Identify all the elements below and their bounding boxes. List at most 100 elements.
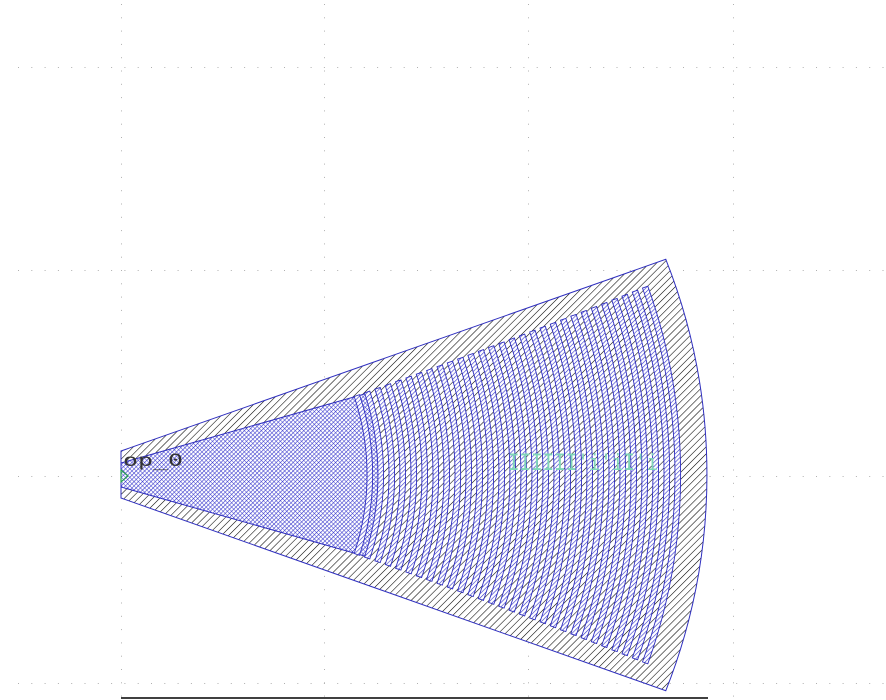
grid-dot [151, 270, 152, 271]
grid-dot [733, 204, 734, 205]
grid-dot [297, 67, 298, 68]
grid-dot [563, 270, 564, 271]
grid-dot [670, 67, 671, 68]
grid-dot [121, 57, 122, 58]
grid-dot [121, 137, 122, 138]
grid-dot [670, 683, 671, 684]
grid-dot [121, 310, 122, 311]
grid-dot [178, 270, 179, 271]
grid-dot [803, 270, 804, 271]
grid-dot [577, 270, 578, 271]
grid-dot [121, 31, 122, 32]
grid-dot [617, 67, 618, 68]
grid-dot [497, 683, 498, 684]
grid-dot [528, 270, 529, 271]
grid-dot [98, 67, 99, 68]
grid-dot [124, 270, 125, 271]
grid-dot [528, 682, 529, 683]
grid-dot [324, 44, 325, 45]
grid-dot [750, 683, 751, 684]
grid-dot [58, 67, 59, 68]
grid-dot [528, 696, 529, 697]
grid-dot [856, 270, 857, 271]
grid-dot [803, 67, 804, 68]
grid-dot [750, 270, 751, 271]
grid-dot [121, 376, 122, 377]
grid-dot [523, 270, 524, 271]
grid-dot [457, 67, 458, 68]
grid-dot [733, 4, 734, 5]
grid-dot [803, 476, 804, 477]
grid-dot [723, 476, 724, 477]
grid-dot [404, 270, 405, 271]
grid-dot [31, 67, 32, 68]
grid-dot [121, 536, 122, 537]
grid-dot [528, 124, 529, 125]
grid-dot [733, 443, 734, 444]
grid-dot [733, 137, 734, 138]
grid-dot [528, 150, 529, 151]
grid-dot [58, 476, 59, 477]
grid-dot [324, 110, 325, 111]
grid-dot [324, 177, 325, 178]
grid-dot [324, 323, 325, 324]
grid-dot [523, 67, 524, 68]
grid-dot [18, 270, 19, 271]
grid-dot [733, 164, 734, 165]
grid-dot [484, 67, 485, 68]
grid-dot [324, 217, 325, 218]
grid-dot [85, 683, 86, 684]
grid-dot [528, 177, 529, 178]
grid-dot [630, 67, 631, 68]
grid-dot [121, 4, 122, 5]
grid-dot [324, 204, 325, 205]
grid-dot [733, 97, 734, 98]
grid-dot [603, 270, 604, 271]
grid-dot [763, 67, 764, 68]
grid-dot [324, 243, 325, 244]
grid-dot [18, 476, 19, 477]
grid-dot [271, 67, 272, 68]
grid-dot [869, 476, 870, 477]
grid-dot [121, 177, 122, 178]
grid-dot [750, 67, 751, 68]
grid-dot [528, 17, 529, 18]
grid-dot [723, 683, 724, 684]
grid-dot [683, 67, 684, 68]
grid-dot [390, 270, 391, 271]
grid-dot [71, 270, 72, 271]
grid-dot [733, 71, 734, 72]
grid-dot [218, 683, 219, 684]
grid-dot [324, 376, 325, 377]
grid-dot [550, 67, 551, 68]
grid-dot [324, 97, 325, 98]
grid-dot [121, 71, 122, 72]
grid-dot [111, 683, 112, 684]
grid-dot [138, 270, 139, 271]
grid-dot [733, 403, 734, 404]
grid-dot [124, 683, 125, 684]
grid-dot [528, 297, 529, 298]
grid-dot [457, 270, 458, 271]
grid-dot [528, 137, 529, 138]
grid-dot [71, 67, 72, 68]
grid-dot [351, 683, 352, 684]
grid-dot [550, 270, 551, 271]
grid-dot [537, 683, 538, 684]
grid-dot [121, 576, 122, 577]
grid-dot [324, 17, 325, 18]
grid-dot [617, 683, 618, 684]
grid-dot [733, 124, 734, 125]
grid-dot [528, 97, 529, 98]
grid-dot [733, 57, 734, 58]
grid-dot [324, 589, 325, 590]
grid-dot [829, 270, 830, 271]
grid-dot [733, 416, 734, 417]
grid-dot [528, 110, 529, 111]
grid-dot [528, 71, 529, 72]
grid-dot [324, 57, 325, 58]
grid-dot [537, 67, 538, 68]
grid-dot [164, 67, 165, 68]
grid-dot [733, 629, 734, 630]
